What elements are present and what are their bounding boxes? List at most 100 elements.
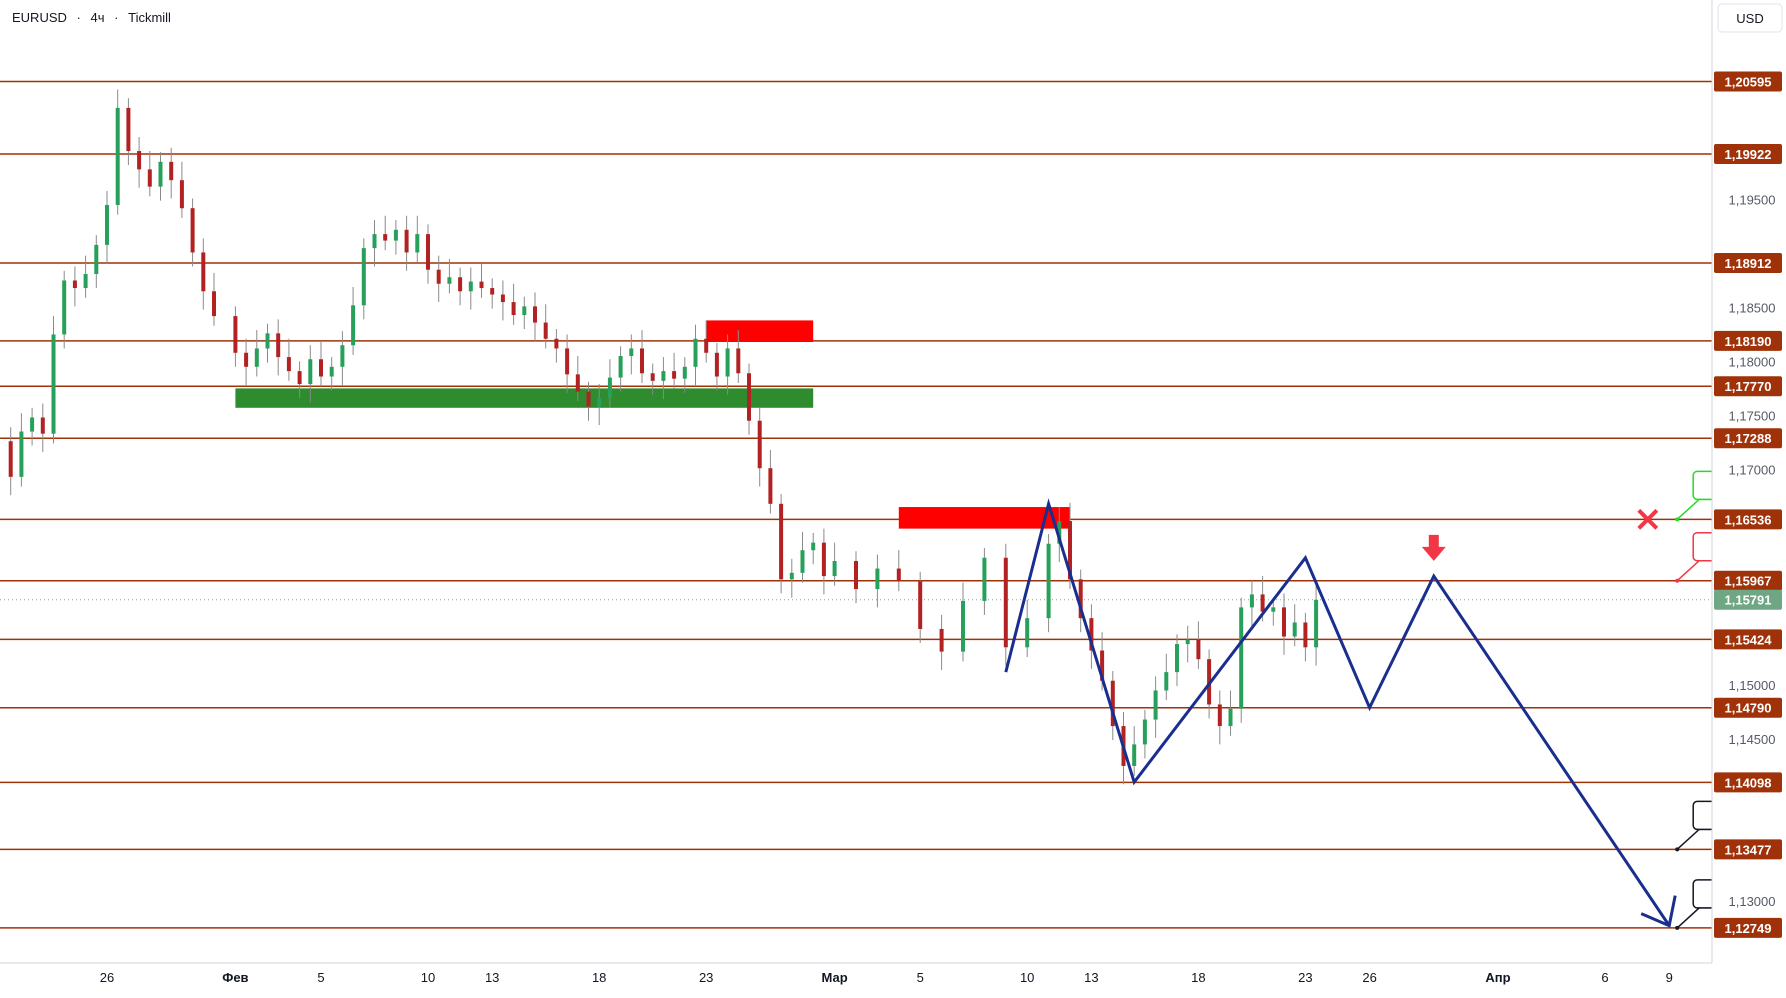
candle-body-96: [1142, 719, 1147, 745]
candle-body-71: [768, 468, 773, 504]
candle-body-62: [672, 371, 677, 379]
candle-body-92: [1100, 650, 1105, 681]
time-tick-label-1: Фев: [222, 970, 248, 985]
time-tick-label-5: 18: [592, 970, 606, 985]
candle-body-93: [1110, 680, 1115, 727]
candle-body-69: [747, 373, 751, 421]
candle-body-82: [939, 628, 944, 652]
currency-label: USD: [1736, 11, 1763, 26]
candle-body-44: [479, 281, 484, 289]
candle-body-72: [779, 503, 784, 580]
candle-body-103: [1217, 704, 1222, 727]
price-tick-label-1: 1,18500: [1729, 300, 1776, 315]
time-tick-label-14: Апр: [1485, 970, 1510, 985]
candle-body-78: [854, 560, 858, 590]
pattern-projection-line: [1004, 498, 1671, 927]
candle-body-50: [543, 322, 548, 339]
candle-body-33: [361, 248, 366, 306]
candle-body-16: [169, 161, 174, 181]
level-price-tag-10: [1714, 772, 1782, 793]
price-tick-label-3: 1,17500: [1729, 408, 1776, 423]
chart-title: EURUSD · 4ч · Tickmill: [12, 10, 171, 25]
candle-body-87: [1046, 543, 1051, 619]
time-tick-label-15: 6: [1601, 970, 1608, 985]
candle-body-29: [319, 359, 323, 377]
price-tick-label-4: 1,17000: [1729, 462, 1776, 477]
candle-body-108: [1271, 607, 1276, 612]
candle-body-48: [522, 306, 527, 316]
candle-body-5: [51, 334, 56, 434]
price-tick-label-0: 1,19500: [1729, 193, 1776, 208]
time-tick-label-2: 5: [317, 970, 324, 985]
level-price-tag-11: [1714, 839, 1782, 860]
candle-body-41: [447, 277, 452, 284]
candle-body-99: [1175, 644, 1179, 673]
resistance-zone-february: [706, 320, 814, 342]
candle-body-8: [83, 274, 88, 289]
candle-body-70: [757, 420, 762, 469]
candle-body-21: [233, 316, 238, 353]
candle-body-45: [490, 288, 495, 295]
candle-body-107: [1260, 594, 1265, 612]
currency-button[interactable]: [1717, 3, 1783, 33]
candle-body-106: [1249, 594, 1254, 608]
candle-body-49: [533, 306, 537, 323]
level-price-label-11: 1,13477: [1725, 842, 1772, 857]
candle-body-47: [511, 302, 516, 316]
currency-selector[interactable]: USD: [1717, 3, 1783, 33]
level-price-tag-3: [1714, 330, 1782, 351]
time-tick-label-4: 13: [485, 970, 499, 985]
current-price-label: 1,15791: [1725, 593, 1772, 608]
chart-header: EURUSD · 4ч · Tickmill: [12, 10, 171, 25]
candle-body-74: [800, 550, 805, 573]
support-zone-february: [235, 388, 814, 408]
level-price-tag-7: [1714, 570, 1782, 591]
candle-body-56: [607, 377, 612, 399]
candle-body-73: [789, 572, 794, 580]
candle-body-7: [72, 280, 77, 289]
candle-body-51: [554, 338, 559, 349]
candle-body-67: [725, 348, 730, 377]
candle-body-60: [650, 373, 655, 381]
candle-body-46: [500, 294, 505, 303]
candle-body-38: [415, 234, 420, 253]
candle-body-75: [811, 542, 816, 551]
candle-body-27: [297, 371, 302, 385]
time-tick-label-12: 23: [1298, 970, 1312, 985]
candle-body-63: [682, 366, 687, 379]
level-price-tag-5: [1714, 428, 1782, 449]
candle-body-98: [1164, 672, 1169, 691]
time-tick-label-13: 26: [1362, 970, 1376, 985]
candle-body-81: [918, 581, 923, 629]
title-separator-2: ·: [114, 10, 118, 25]
broker-label: Tickmill: [128, 10, 171, 25]
time-axis[interactable]: 26 Фев 5 10 13 18 23 Мар 5 10 13 18 23 26 Апр 6 9: [0, 962, 1712, 985]
level-price-label-6: 1,16536: [1725, 512, 1772, 527]
price-tick-label-6: 1,14500: [1729, 732, 1776, 747]
entry-label-dot: [1675, 578, 1680, 583]
candle-body-22: [244, 352, 249, 367]
cross-icon-stroke-b: [1637, 508, 1659, 530]
candle-body-54: [586, 391, 591, 407]
candle-body-3: [30, 417, 35, 432]
candle-body-40: [436, 269, 441, 284]
candle-body-25: [276, 333, 281, 358]
price-axis[interactable]: 1,19500 1,18500 1,18000 1,17500 1,17000 1,150…: [1711, 0, 1786, 993]
price-tick-label-5: 1,15000: [1729, 678, 1776, 693]
candle-body-19: [201, 252, 206, 292]
candle-body-34: [372, 234, 377, 249]
level-price-tag-0: [1714, 71, 1782, 92]
candle-body-43: [468, 281, 473, 292]
candle-body-76: [821, 542, 826, 577]
resistance-zone-march: [898, 507, 1070, 529]
candle-body-91: [1089, 618, 1094, 651]
candle-body-64: [693, 338, 698, 367]
down-arrow-icon: [1421, 534, 1446, 561]
level-price-tag-12: [1714, 917, 1782, 938]
candle-body-55: [597, 398, 602, 407]
candle-body-35: [383, 234, 388, 241]
time-tick-label-7: Мар: [822, 970, 848, 985]
level-price-tag-2: [1714, 253, 1782, 274]
